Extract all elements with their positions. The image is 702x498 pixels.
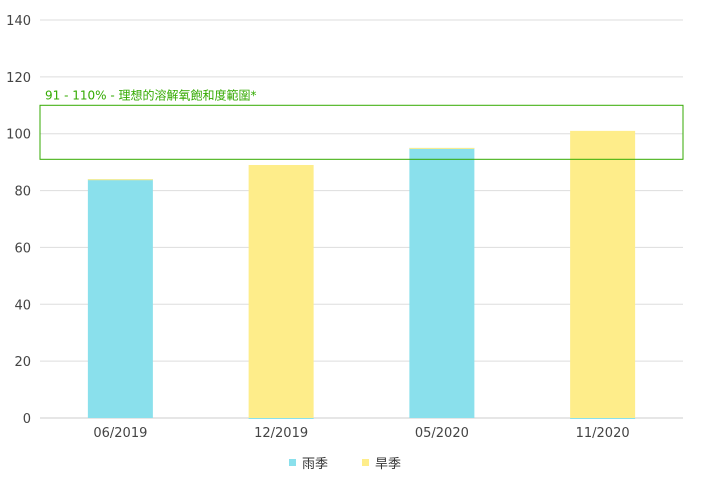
bar-12/2019 <box>248 418 314 419</box>
legend-label: 旱季 <box>375 457 401 472</box>
bar-11/2020 <box>570 418 636 419</box>
y-tick-label: 40 <box>14 298 31 313</box>
y-tick-label: 60 <box>14 241 31 256</box>
x-tick-label: 12/2019 <box>254 426 308 441</box>
y-tick-label: 140 <box>6 14 31 29</box>
bar-06/2019 <box>87 179 153 418</box>
y-tick-label: 100 <box>6 128 31 143</box>
legend-swatch <box>362 459 369 466</box>
x-tick-label: 05/2020 <box>415 426 469 441</box>
legend-swatch <box>289 459 296 466</box>
bar-12/2019 <box>248 164 314 418</box>
bar-05/2020 <box>409 147 475 418</box>
x-tick-label: 06/2019 <box>93 426 147 441</box>
target-band <box>39 104 684 160</box>
bar-05/2020 <box>409 147 475 149</box>
y-tick-label: 20 <box>14 355 31 370</box>
bar-11/2020 <box>570 130 636 418</box>
y-tick-label: 80 <box>14 185 31 200</box>
y-tick-label: 120 <box>6 71 31 86</box>
y-tick-label: 0 <box>23 412 31 427</box>
band-label: 91 - 110% - 理想的溶解氧飽和度範圍* <box>45 87 257 102</box>
bar-06/2019 <box>87 179 153 181</box>
legend-label: 雨季 <box>302 457 328 472</box>
x-tick-label: 11/2020 <box>576 426 630 441</box>
